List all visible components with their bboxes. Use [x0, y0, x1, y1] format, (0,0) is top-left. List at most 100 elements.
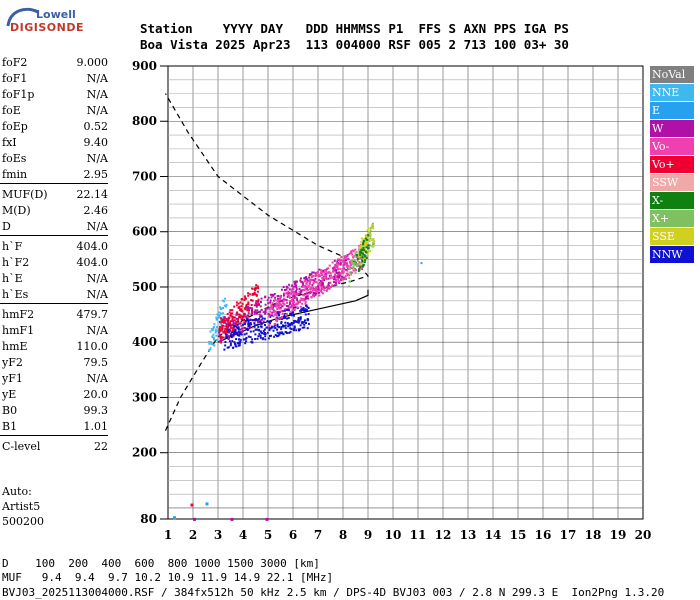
- echo-point: [305, 281, 308, 284]
- echo-point: [290, 288, 293, 291]
- y-tick-label: 500: [132, 280, 157, 294]
- echo-point: [320, 274, 323, 276]
- echo-point: [273, 325, 276, 328]
- echo-point: [222, 307, 225, 309]
- echo-point: [275, 310, 278, 313]
- param-name: h`F2: [2, 256, 30, 269]
- echo-point: [316, 289, 319, 292]
- echo-point: [218, 335, 221, 338]
- echo-point: [249, 336, 252, 339]
- echo-point: [307, 289, 310, 291]
- echo-point: [372, 227, 375, 230]
- echo-point: [268, 323, 271, 326]
- echo-point: [269, 310, 272, 313]
- echo-point: [282, 286, 285, 288]
- echo-point: [229, 322, 232, 325]
- distance-row: D 100 200 400 600 800 1000 1500 3000 [km…: [2, 557, 320, 570]
- echo-point: [223, 321, 226, 324]
- param-value: 2.95: [83, 168, 109, 181]
- echo-point: [255, 305, 258, 308]
- echo-point: [225, 303, 228, 306]
- echo-point: [297, 321, 300, 324]
- echo-point: [221, 321, 224, 324]
- echo-point: [346, 255, 349, 258]
- echo-point: [297, 302, 300, 305]
- echo-point: [226, 333, 229, 336]
- echo-point: [348, 261, 351, 264]
- echo-point: [280, 316, 283, 319]
- legend-item-ssw: SSW: [650, 174, 694, 191]
- echo-point: [281, 331, 284, 334]
- echo-point: [319, 282, 322, 284]
- echo-point: [359, 247, 362, 250]
- echo-point: [296, 299, 299, 302]
- echo-point: [350, 250, 353, 253]
- echo-point: [359, 256, 362, 259]
- echo-point: [300, 297, 303, 300]
- echo-point: [312, 295, 315, 298]
- echo-point: [283, 309, 286, 312]
- echo-point: [254, 309, 257, 312]
- echo-point: [290, 300, 293, 303]
- echo-point: [260, 308, 263, 311]
- echo-point: [274, 327, 277, 330]
- echo-point: [235, 326, 238, 329]
- echo-point: [330, 274, 333, 277]
- echo-point: [315, 292, 318, 295]
- param-name: hmF2: [2, 308, 35, 321]
- echo-point: [236, 319, 239, 322]
- echo-point: [293, 326, 296, 329]
- echo-point: [212, 336, 215, 339]
- echo-point: [262, 320, 265, 323]
- file-footer: BVJ03_2025113004000.RSF / 384fx512h 50 k…: [2, 586, 665, 599]
- echo-point: [211, 329, 214, 332]
- echo-point: [281, 302, 284, 305]
- echo-point: [257, 287, 259, 290]
- echo-point: [327, 283, 330, 286]
- echo-point: [264, 312, 267, 315]
- echo-point: [310, 290, 313, 293]
- param-row: hmF1 N/A: [2, 324, 108, 340]
- echo-point: [299, 324, 302, 327]
- echo-point: [213, 338, 215, 341]
- echo-point: [350, 273, 352, 276]
- echo-point: [218, 328, 221, 331]
- echo-point: [260, 321, 263, 324]
- echo-point: [256, 309, 259, 312]
- echo-point: [270, 320, 272, 323]
- echo-point: [339, 258, 342, 261]
- echo-point: [222, 336, 225, 339]
- param-name: fxI: [2, 136, 17, 149]
- echo-point: [236, 332, 239, 335]
- echo-point: [255, 284, 258, 287]
- echo-point: [239, 322, 242, 325]
- echo-point: [297, 318, 300, 321]
- echo-point: [302, 321, 305, 324]
- echo-point: [237, 330, 240, 333]
- echo-point: [287, 316, 290, 319]
- echo-point: [325, 290, 328, 292]
- echo-point: [268, 322, 271, 325]
- echo-point: [258, 317, 261, 320]
- echo-point: [266, 299, 269, 302]
- echo-point: [263, 296, 266, 299]
- echo-point: [231, 320, 234, 323]
- echo-point: [365, 251, 368, 254]
- echo-point: [288, 306, 291, 309]
- echo-point: [276, 320, 279, 323]
- echo-point: [233, 316, 235, 319]
- echo-point: [306, 327, 309, 330]
- echo-point: [241, 310, 244, 312]
- echo-point: [355, 254, 358, 256]
- param-row: B0 99.3: [2, 404, 108, 420]
- echo-point: [306, 305, 309, 308]
- param-value: N/A: [86, 88, 108, 101]
- echo-point: [260, 323, 263, 326]
- echo-point: [243, 314, 246, 317]
- echo-point: [303, 285, 306, 288]
- echo-point: [229, 314, 232, 317]
- echo-point: [237, 306, 240, 309]
- echo-point: [212, 327, 215, 330]
- header-labels: Station YYYY DAY DDD HHMMSS P1 FFS S AXN…: [140, 21, 569, 36]
- echo-point: [261, 332, 264, 335]
